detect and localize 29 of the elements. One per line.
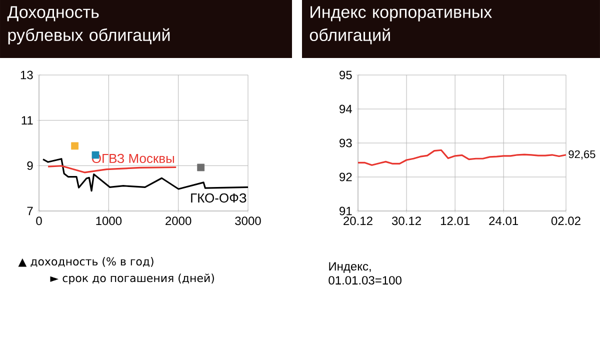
series-label: ГКО-ОФЗ (191, 193, 246, 203)
y-tick-label: 92 (340, 172, 352, 182)
y-tick-label: 91 (340, 206, 352, 216)
x-tick-label: 02.02 (551, 216, 580, 226)
point (197, 164, 205, 172)
text: Индекс, 01.01.03=100 (328, 262, 402, 285)
y-tick-label: 95 (340, 70, 352, 80)
y-tick-label: 7 (27, 206, 33, 216)
y-tick-label: 13 (20, 70, 33, 80)
y-tick-label: 94 (340, 104, 352, 114)
y-axis-title: ▲ доходность (% в год) (18, 257, 154, 267)
x-tick-label: 1000 (96, 216, 122, 226)
chart-title: Индекс корпоративных облигаций (310, 6, 492, 44)
x-tick-label: 2000 (166, 216, 192, 226)
x-tick-label: 12.01 (440, 216, 470, 226)
x-tick-label: 24.01 (489, 216, 518, 226)
y-tick-label: 93 (340, 138, 352, 148)
chart-title: Доходность рублевых облигаций (7, 6, 170, 44)
x-tick-label: 3000 (235, 216, 261, 226)
line-series (357, 149, 567, 166)
x-tick-label: 0 (36, 216, 42, 226)
x-tick-label: 20.12 (344, 216, 372, 226)
y-tick-label: 11 (22, 116, 33, 124)
point (71, 142, 79, 150)
line-series (47, 165, 177, 174)
x-tick-label: 30.12 (392, 216, 421, 226)
x-axis-title: ► срок до погашения (дней) (50, 274, 214, 284)
y-tick-label: 9 (27, 161, 33, 170)
data-label: 92,65 (568, 150, 596, 160)
